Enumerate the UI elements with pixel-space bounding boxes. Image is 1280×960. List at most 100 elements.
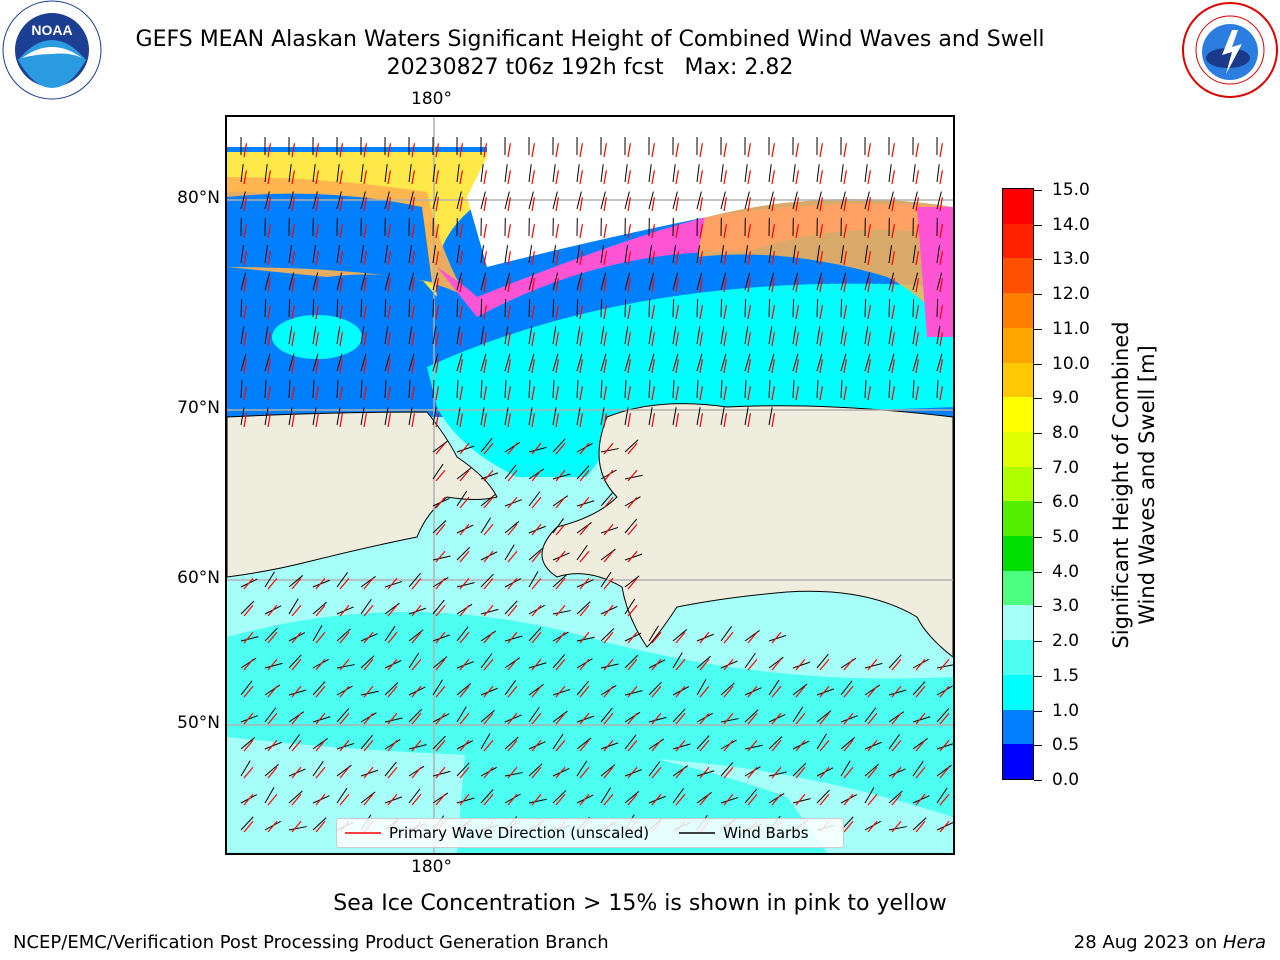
wind-barb [456, 445, 475, 453]
wind-barb [744, 245, 749, 264]
wind-barb [768, 326, 773, 345]
colorbar-tick-label: 4.0 [1052, 561, 1080, 582]
wind-barb [720, 379, 723, 399]
wave-direction-arrow [291, 197, 296, 212]
wave-direction-arrow [747, 224, 752, 239]
wave-direction-arrow [267, 224, 272, 239]
wave-direction-arrow [603, 143, 608, 158]
wind-barb [840, 353, 847, 372]
wave-direction-arrow [483, 685, 494, 698]
wind-barb [528, 763, 543, 777]
wave-direction-arrow [555, 197, 560, 212]
colorbar-segment [1003, 466, 1033, 502]
wave-direction-arrow [483, 712, 494, 725]
wind-barb [528, 684, 544, 696]
wind-barb [600, 326, 605, 345]
wind-barb [360, 734, 373, 750]
wave-direction-arrow [771, 766, 782, 779]
wind-barb [360, 576, 376, 588]
wave-direction-arrow [915, 278, 920, 293]
wind-barb [408, 326, 413, 345]
wave-direction-arrow [819, 305, 824, 320]
wind-barb [768, 771, 787, 777]
wave-direction-arrow [627, 251, 632, 266]
wind-barb [768, 656, 784, 669]
wave-direction-arrow [291, 604, 302, 617]
wind-barb [528, 525, 546, 534]
wave-direction-arrow [579, 766, 590, 779]
wave-direction-arrow [411, 712, 422, 725]
wind-barb [600, 164, 604, 183]
wave-direction-arrow [531, 251, 536, 266]
wave-direction-arrow [723, 658, 734, 671]
wave-direction-arrow [627, 793, 638, 806]
wind-barb [624, 245, 629, 264]
wave-direction-arrow [603, 413, 608, 428]
colorbar-segment [1003, 674, 1033, 710]
colorbar-segment [1003, 397, 1033, 432]
wave-direction-arrow [243, 170, 248, 185]
wind-barb [264, 684, 281, 696]
wind-barb [504, 499, 522, 507]
wind-barb [936, 708, 950, 723]
wave-direction-arrow [579, 631, 590, 644]
wave-direction-arrow [939, 170, 944, 185]
colorbar-tick-mark [1034, 710, 1042, 712]
wave-direction-arrow [675, 766, 686, 779]
lon-label-bottom: 180° [411, 857, 452, 877]
wave-direction-arrow [915, 386, 920, 401]
wave-direction-arrow [339, 305, 344, 320]
wind-barb [552, 473, 571, 480]
wave-direction-arrow [555, 332, 560, 347]
wave-direction-arrow [507, 496, 518, 509]
wind-barb [336, 742, 355, 750]
wind-barb [624, 518, 637, 534]
wind-barb [696, 298, 699, 318]
wind-barb [480, 608, 499, 615]
wind-barb [480, 298, 483, 318]
wind-barb [744, 788, 757, 804]
wind-barb [528, 446, 547, 453]
colorbar-label-line1: Significant Height of Combined [1109, 321, 1133, 648]
wave-direction-arrow [723, 197, 728, 212]
wind-barb [336, 407, 341, 426]
wave-height-map [225, 115, 955, 855]
wind-barb [240, 816, 254, 831]
wind-barb [288, 245, 293, 264]
wave-direction-arrow [771, 170, 776, 185]
wind-barb [456, 546, 471, 561]
wave-direction-arrow [267, 604, 278, 617]
wind-barb [384, 191, 390, 210]
wind-barb [792, 191, 798, 210]
wave-direction-arrow [339, 685, 350, 698]
wave-direction-arrow [915, 332, 920, 347]
wind-barb [600, 548, 616, 561]
wave-direction-arrow [243, 631, 254, 644]
wave-direction-arrow [795, 766, 806, 779]
wind-barb [552, 407, 557, 426]
wave-direction-arrow [867, 793, 878, 806]
wind-barb [624, 164, 628, 183]
wind-barb [480, 191, 486, 210]
wind-barb [552, 610, 571, 615]
wave-direction-arrow [747, 712, 758, 725]
wave-direction-arrow [627, 386, 632, 401]
wave-direction-arrow [747, 739, 758, 752]
wave-direction-arrow [459, 413, 464, 428]
wave-direction-arrow [339, 577, 350, 590]
wind-barb [432, 191, 438, 210]
wave-direction-arrow [603, 278, 608, 293]
wave-direction-arrow [435, 359, 440, 374]
wave-direction-arrow [699, 739, 710, 752]
wave-direction-arrow [435, 577, 446, 590]
wind-barb [360, 298, 363, 318]
wave-direction-arrow [291, 577, 302, 590]
wind-barb [456, 797, 475, 804]
wave-direction-arrow [291, 685, 302, 698]
wave-direction-arrow [291, 332, 296, 347]
wind-barb [336, 787, 348, 804]
wave-direction-arrow [339, 386, 344, 401]
wave-direction-arrow [939, 820, 950, 833]
wave-direction-arrow [627, 305, 632, 320]
wind-barb [408, 765, 425, 777]
